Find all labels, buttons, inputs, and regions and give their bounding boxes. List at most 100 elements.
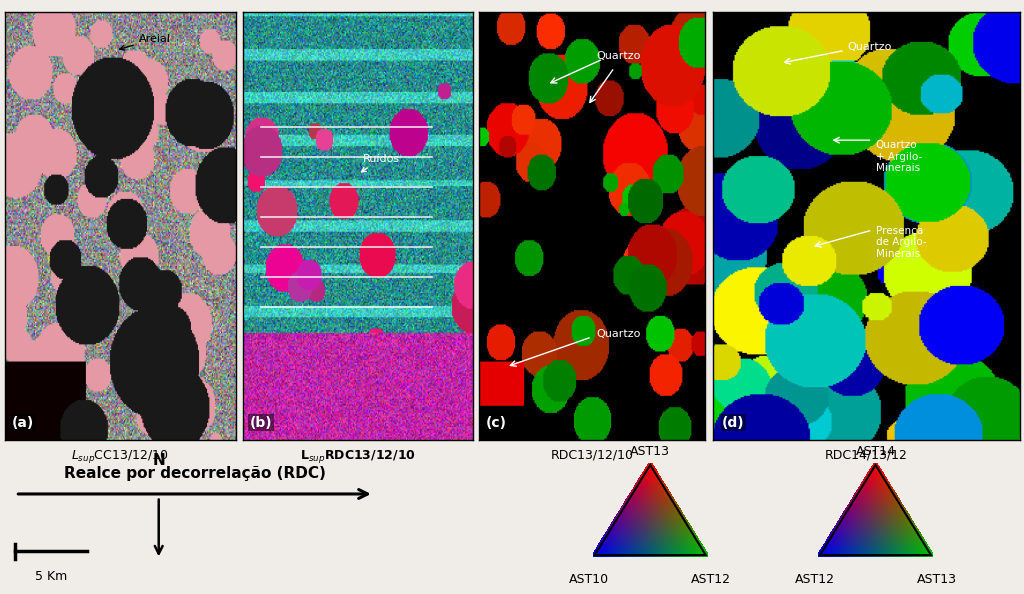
Point bbox=[899, 526, 915, 535]
Point bbox=[634, 512, 650, 522]
Point bbox=[639, 544, 655, 554]
Point bbox=[645, 525, 662, 535]
Point bbox=[622, 548, 638, 557]
Point bbox=[828, 524, 845, 533]
Point bbox=[634, 484, 650, 493]
Point bbox=[844, 510, 860, 520]
Point bbox=[671, 514, 687, 524]
Point bbox=[620, 548, 636, 558]
Point bbox=[600, 540, 616, 549]
Point bbox=[682, 549, 698, 559]
Point bbox=[867, 489, 884, 498]
Point bbox=[830, 543, 847, 552]
Point bbox=[639, 485, 655, 494]
Point bbox=[862, 470, 879, 480]
Point bbox=[886, 503, 902, 513]
Point bbox=[635, 486, 651, 496]
Point bbox=[686, 538, 702, 548]
Point bbox=[890, 517, 906, 526]
Point bbox=[616, 532, 633, 541]
Point bbox=[863, 542, 880, 551]
Point bbox=[647, 504, 664, 513]
Point bbox=[653, 547, 670, 557]
Point bbox=[852, 542, 868, 551]
Point bbox=[859, 500, 876, 509]
Point bbox=[598, 545, 614, 555]
Point bbox=[611, 548, 628, 557]
Point bbox=[635, 510, 651, 519]
Point bbox=[696, 548, 713, 558]
Point bbox=[667, 504, 683, 514]
Point bbox=[651, 491, 668, 500]
Point bbox=[883, 528, 899, 538]
Point bbox=[880, 545, 896, 555]
Point bbox=[814, 548, 830, 558]
Point bbox=[633, 500, 649, 509]
Point bbox=[833, 516, 849, 526]
Point bbox=[621, 548, 637, 557]
Point bbox=[897, 527, 913, 537]
Point bbox=[607, 531, 624, 541]
Point bbox=[632, 535, 648, 545]
Point bbox=[655, 536, 672, 546]
Point bbox=[827, 547, 844, 557]
Point bbox=[846, 545, 862, 555]
Point bbox=[604, 548, 621, 558]
Point bbox=[900, 535, 916, 545]
Point bbox=[870, 468, 887, 478]
Point bbox=[678, 536, 694, 545]
Point bbox=[894, 548, 910, 558]
Point bbox=[690, 542, 707, 551]
Point bbox=[869, 465, 886, 474]
Point bbox=[678, 525, 694, 535]
Point bbox=[621, 517, 637, 526]
Point bbox=[863, 539, 880, 548]
Point bbox=[639, 476, 655, 486]
Point bbox=[637, 525, 653, 535]
Point bbox=[603, 525, 620, 535]
Point bbox=[652, 494, 669, 504]
Point bbox=[835, 543, 851, 552]
Point bbox=[850, 540, 866, 549]
Point bbox=[876, 522, 892, 532]
Point bbox=[867, 524, 884, 533]
Point bbox=[840, 536, 856, 545]
Point bbox=[675, 546, 691, 555]
Point bbox=[870, 498, 887, 507]
Point bbox=[647, 505, 664, 515]
Point bbox=[659, 492, 676, 502]
Point bbox=[628, 542, 644, 552]
Point bbox=[899, 529, 915, 538]
Point bbox=[882, 526, 898, 536]
Point bbox=[645, 528, 662, 538]
Point bbox=[878, 480, 894, 489]
Point bbox=[861, 523, 878, 533]
Point bbox=[664, 505, 680, 514]
Point bbox=[668, 519, 684, 528]
Point bbox=[877, 496, 893, 505]
Point bbox=[850, 494, 866, 503]
Point bbox=[676, 529, 692, 539]
Point bbox=[814, 547, 830, 557]
Point bbox=[881, 503, 897, 513]
Point bbox=[628, 545, 644, 555]
Point bbox=[684, 546, 700, 556]
Point bbox=[635, 526, 651, 535]
Point bbox=[664, 520, 680, 530]
Point bbox=[874, 498, 891, 508]
Point bbox=[657, 520, 674, 530]
Point bbox=[887, 540, 903, 549]
Point bbox=[667, 502, 683, 511]
Point bbox=[855, 538, 871, 548]
Point bbox=[833, 548, 849, 558]
Point bbox=[884, 503, 900, 513]
Point bbox=[687, 544, 703, 553]
Point bbox=[679, 528, 695, 538]
Point bbox=[851, 548, 867, 557]
Point bbox=[645, 478, 662, 488]
Point bbox=[840, 525, 856, 535]
Point bbox=[861, 479, 878, 489]
Point bbox=[621, 509, 637, 519]
Point bbox=[648, 504, 665, 513]
Point bbox=[660, 547, 677, 557]
